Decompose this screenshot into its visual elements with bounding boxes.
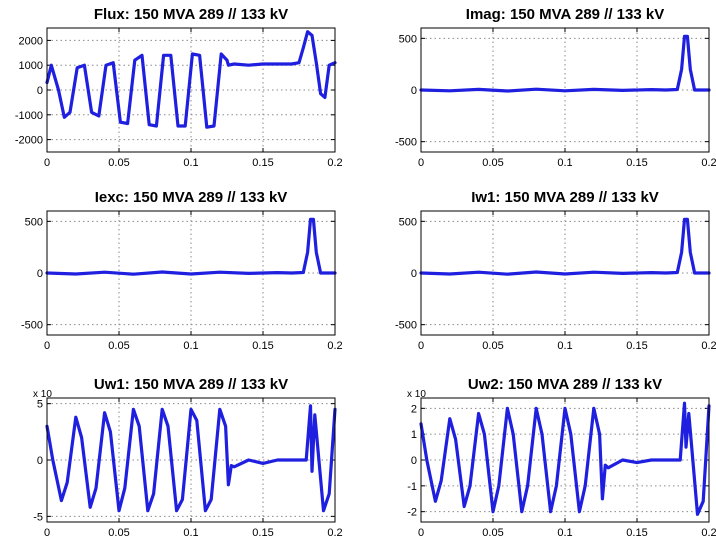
y-tick-label: -500: [395, 320, 417, 332]
x-tick-label: 0.15: [626, 157, 647, 169]
y-tick-label: 500: [399, 216, 417, 228]
x-tick-label: 0.2: [701, 527, 716, 539]
x-tick-label: 0.15: [626, 527, 647, 539]
x-tick-label: 0: [44, 527, 50, 539]
x-tick-label: 0.2: [701, 340, 716, 352]
y-tick-label: 5: [37, 399, 43, 411]
y-tick-label: -1: [407, 481, 417, 493]
x-tick-label: 0: [418, 157, 424, 169]
axes-frame: [420, 27, 710, 153]
axes-frame: [420, 397, 710, 523]
y-tick-label: 2: [411, 403, 417, 415]
subplot-uw2: 0 0.05 0.1 0.15 0.2 -2 -1 0 1 2 Uw2: 150 MVA 289 /…: [407, 376, 716, 539]
y-tick-label: -5: [33, 511, 43, 523]
x-tick-label: 0.1: [557, 340, 572, 352]
x-tick-label: 0.1: [183, 157, 198, 169]
x-tick-label: 0.2: [701, 157, 716, 169]
y-tick-label: 0: [37, 268, 43, 280]
x-tick-label: 0.15: [626, 340, 647, 352]
x-tick-label: 0.15: [252, 527, 273, 539]
axes-frame: [46, 397, 336, 523]
x-tick-label: 0: [418, 527, 424, 539]
y-tick-label: -2000: [15, 135, 43, 147]
y-tick-label: 500: [25, 216, 43, 228]
y-tick-label: 500: [399, 33, 417, 45]
x-tick-label: 0: [44, 340, 50, 352]
chart-title: Iw1: 150 MVA 289 // 133 kV: [471, 189, 659, 206]
chart-title: Uw2: 150 MVA 289 // 133 kV: [468, 376, 662, 393]
x-tick-label: 0.15: [252, 340, 273, 352]
series-line-imag: [419, 34, 711, 93]
x-tick-label: 0.1: [183, 340, 198, 352]
x-tick-label: 0.15: [252, 157, 273, 169]
y-tick-label: -1000: [15, 110, 43, 122]
y-tick-label: 0: [411, 455, 417, 467]
axis-multiplier: x 10: [33, 389, 52, 400]
x-tick-label: 0.2: [327, 527, 342, 539]
y-tick-label: -500: [21, 320, 43, 332]
x-tick-label: 0.1: [183, 527, 198, 539]
y-tick-label: 0: [411, 268, 417, 280]
chart-title: Flux: 150 MVA 289 // 133 kV: [94, 6, 288, 23]
x-tick-label: 0.05: [482, 157, 503, 169]
y-tick-label: 2000: [19, 35, 43, 47]
x-tick-label: 0: [418, 340, 424, 352]
series-line-iw1: [419, 217, 711, 276]
x-tick-label: 0.1: [557, 157, 572, 169]
y-tick-label: 1000: [19, 60, 43, 72]
axes-frame: [420, 210, 710, 336]
series-line-flux: [45, 30, 337, 129]
chart-title: Iexc: 150 MVA 289 // 133 kV: [95, 189, 288, 206]
y-tick-label: -500: [395, 137, 417, 149]
subplot-flux: 0 0.05 0.1 0.15 0.2 -2000 -1000 0 1000 2000 Flux: …: [15, 6, 343, 169]
x-tick-label: 0.05: [482, 527, 503, 539]
x-tick-label: 0.1: [557, 527, 572, 539]
y-tick-label: 1: [411, 429, 417, 441]
axes-frame: [46, 27, 336, 153]
y-tick-label: 0: [411, 85, 417, 97]
series-line-iexc: [45, 217, 337, 276]
y-tick-label: 0: [37, 455, 43, 467]
x-tick-label: 0.2: [327, 157, 342, 169]
x-tick-label: 0.05: [108, 157, 129, 169]
x-tick-label: 0.05: [482, 340, 503, 352]
y-tick-label: 0: [37, 85, 43, 97]
chart-title: Uw1: 150 MVA 289 // 133 kV: [94, 376, 288, 393]
x-tick-label: 0.05: [108, 340, 129, 352]
y-tick-label: -2: [407, 507, 417, 519]
x-tick-label: 0.05: [108, 527, 129, 539]
axis-multiplier: x 10: [407, 389, 426, 400]
axes-frame: [46, 210, 336, 336]
series-line-uw1: [45, 404, 337, 513]
chart-title: Imag: 150 MVA 289 // 133 kV: [466, 6, 664, 23]
x-tick-label: 0.2: [327, 340, 342, 352]
series-line-uw2: [419, 401, 711, 516]
x-tick-label: 0: [44, 157, 50, 169]
